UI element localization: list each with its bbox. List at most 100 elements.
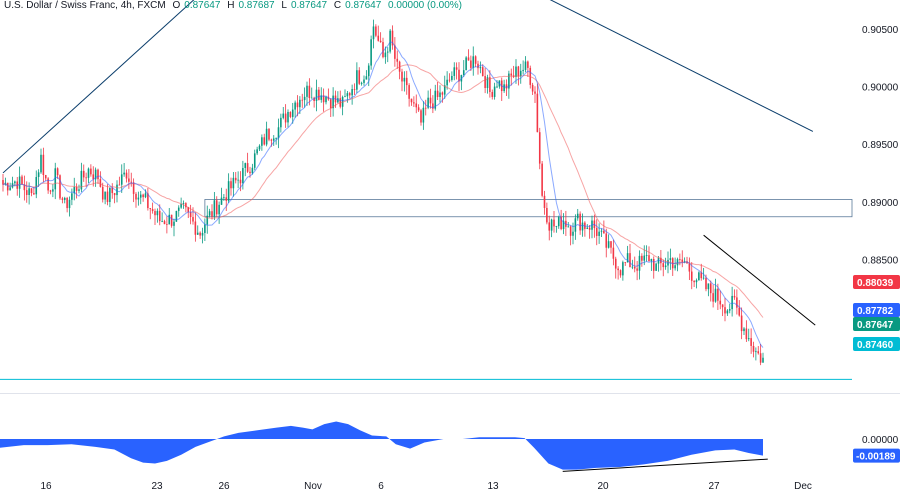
candle-body — [275, 138, 277, 139]
candle — [505, 79, 508, 97]
candle-body — [629, 253, 631, 268]
oscillator-value-badge: -0.00189 — [853, 448, 900, 463]
candle-body — [408, 85, 410, 99]
candle-body — [125, 172, 128, 179]
candle-body — [40, 154, 42, 173]
candle-body — [439, 92, 441, 97]
candle — [63, 196, 66, 204]
time-tick-label: 27 — [708, 481, 720, 492]
candle — [617, 266, 619, 280]
candle — [246, 152, 249, 173]
candle-body — [515, 66, 517, 77]
high-label: H — [227, 0, 235, 11]
candle — [156, 208, 159, 223]
candle-body — [18, 176, 21, 189]
candle-body — [132, 182, 135, 194]
price-tick-label: 0.88500 — [862, 255, 899, 266]
candle-body — [432, 103, 434, 109]
candle-body — [743, 328, 745, 332]
candle — [54, 162, 57, 200]
candle-body — [363, 79, 365, 83]
candle — [576, 208, 579, 221]
candle-body — [6, 182, 9, 191]
candle — [73, 177, 76, 201]
candle — [30, 188, 33, 197]
candle — [740, 307, 743, 340]
candle-body — [645, 255, 648, 256]
candle — [717, 283, 719, 310]
candle-body — [225, 197, 228, 201]
low-label: L — [281, 0, 287, 11]
candle-body — [396, 58, 399, 62]
candle — [16, 176, 19, 196]
candle — [2, 173, 4, 192]
candle-body — [144, 193, 147, 198]
candle-body — [329, 99, 332, 109]
candlestick-series — [2, 19, 764, 366]
candle — [11, 176, 14, 189]
candle-body — [489, 77, 491, 92]
candle — [132, 178, 135, 203]
candle-body — [429, 97, 432, 104]
candle — [363, 75, 365, 86]
candle — [268, 128, 270, 142]
candle-body — [736, 297, 738, 308]
candle-body — [674, 265, 676, 269]
candle-body — [113, 193, 116, 196]
candle — [655, 262, 657, 271]
candle-body — [446, 79, 448, 86]
candle — [500, 77, 503, 101]
candle-body — [33, 193, 35, 195]
candle-body — [643, 255, 646, 261]
candle-body — [365, 76, 368, 80]
candle — [401, 68, 403, 92]
candle-body — [579, 213, 581, 231]
candle — [405, 70, 408, 95]
candle — [142, 193, 144, 202]
candle-body — [106, 191, 109, 202]
candle-body — [358, 70, 361, 84]
candle — [289, 111, 292, 119]
candle — [493, 82, 496, 100]
time-tick-label: 6 — [378, 481, 384, 492]
candle-body — [477, 63, 479, 69]
candle — [610, 241, 612, 254]
candle-body — [600, 230, 603, 232]
candle-body — [82, 170, 85, 178]
candle — [130, 172, 133, 187]
candle — [318, 86, 320, 101]
price-badge: 0.87647 — [853, 317, 900, 331]
candle-body — [470, 60, 472, 68]
candle — [280, 113, 282, 133]
candle — [650, 258, 653, 271]
candle-body — [90, 168, 92, 175]
candle-body — [731, 295, 733, 310]
candle — [139, 191, 142, 205]
candle-body — [66, 197, 68, 209]
candle — [436, 82, 439, 101]
candle — [664, 257, 667, 270]
candle — [315, 79, 318, 112]
candle — [479, 61, 482, 74]
candle — [135, 192, 137, 208]
candle-body — [223, 197, 225, 199]
candle-body — [54, 168, 57, 190]
candle-body — [237, 179, 239, 181]
candle-body — [139, 194, 142, 198]
candle-body — [427, 97, 429, 108]
time-axis: 16 23 26 Nov 6 13 20 27 Dec — [40, 481, 811, 492]
candle-body — [522, 69, 524, 71]
candle-body — [199, 232, 201, 236]
candle — [422, 101, 425, 130]
candle-body — [617, 268, 619, 271]
candle — [386, 47, 389, 63]
candle — [227, 173, 230, 203]
candle — [652, 256, 655, 279]
price-badge: 0.87782 — [853, 303, 900, 317]
candle-body — [560, 217, 562, 230]
candle-body — [417, 107, 420, 111]
candle — [745, 320, 748, 342]
candle-body — [519, 70, 522, 77]
candle — [543, 190, 546, 215]
candle-body — [61, 198, 64, 200]
